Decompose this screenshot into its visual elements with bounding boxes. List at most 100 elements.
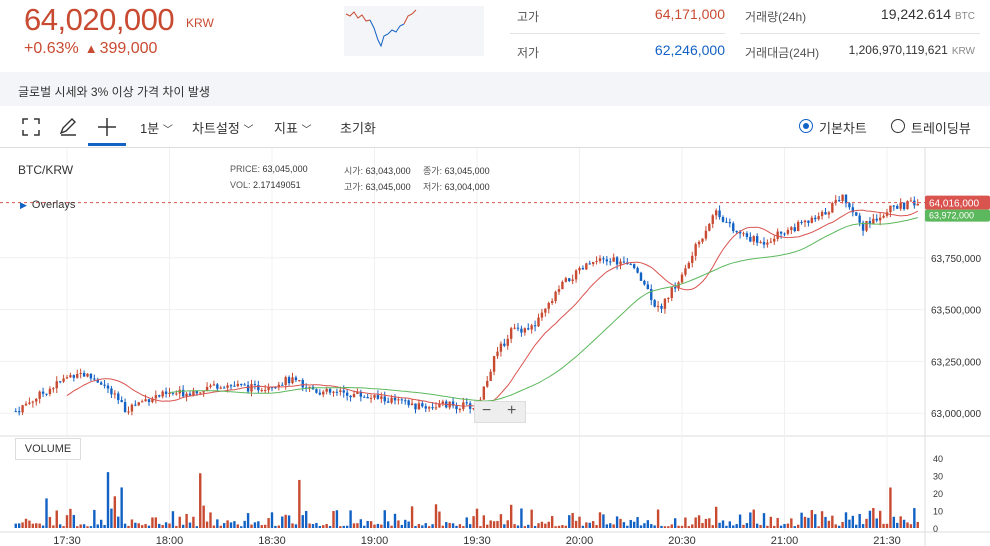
candle-body xyxy=(199,392,202,394)
volume-bar xyxy=(489,520,492,528)
price-gap-notice: 글로벌 시세와 3% 이상 가격 차이 발생 xyxy=(0,72,990,106)
candle-body xyxy=(219,387,222,389)
trading-view-radio[interactable] xyxy=(891,119,905,133)
trading-view-label[interactable]: 트레이딩뷰 xyxy=(911,121,971,136)
candle-body xyxy=(127,411,130,413)
volume-bar xyxy=(486,524,489,528)
candle-body xyxy=(523,328,527,333)
basic-chart-label[interactable]: 기본차트 xyxy=(819,121,867,136)
zoom-in-button[interactable]: + xyxy=(507,402,517,419)
candle-body xyxy=(865,221,868,231)
high-label: 고가 xyxy=(517,10,540,24)
chevron-down-icon: ﹀ xyxy=(243,125,254,136)
candle-body xyxy=(21,405,24,413)
chart-toolbar: 1분 ﹀ 차트설정 ﹀ 지표 ﹀ 초기화 기본차트 트레이딩뷰 xyxy=(0,107,990,148)
volume-bar xyxy=(407,521,410,528)
candle-body xyxy=(513,327,516,329)
candle-body xyxy=(277,384,281,388)
interval-select[interactable]: 1분 ﹀ xyxy=(140,118,173,137)
overlays-toggle[interactable]: ▶ Overlays xyxy=(20,199,75,211)
candle-body xyxy=(192,390,195,396)
candle-body xyxy=(35,398,38,402)
volume-bar xyxy=(745,523,749,528)
volume-bar xyxy=(304,510,308,528)
volume-tick-label: 10 xyxy=(933,507,943,517)
volume-bar xyxy=(725,525,728,528)
candle-body xyxy=(803,220,807,223)
basic-chart-radio[interactable] xyxy=(799,119,813,133)
change-amount: 399,000 xyxy=(99,40,158,57)
reset-button[interactable]: 초기화 xyxy=(340,121,376,136)
amount-unit: KRW xyxy=(951,46,975,57)
candle-body xyxy=(209,385,212,387)
volume-bar xyxy=(455,525,458,528)
x-tick-label: 18:30 xyxy=(258,535,286,546)
candle-body xyxy=(704,230,708,239)
volume-bar xyxy=(656,509,660,528)
candle-body xyxy=(263,389,267,391)
candle-body xyxy=(735,231,738,233)
volume-bar xyxy=(841,521,844,528)
candle-body xyxy=(373,394,376,398)
candle-body xyxy=(773,238,776,242)
volume-bar xyxy=(479,526,482,528)
candle-body xyxy=(721,217,725,222)
candle-body xyxy=(236,383,240,387)
candle-body xyxy=(410,403,414,406)
volume-bar xyxy=(660,525,663,528)
volume-tick-label: 30 xyxy=(933,472,943,482)
candle-body xyxy=(745,233,749,237)
candle-body xyxy=(103,384,106,386)
candle-body xyxy=(701,238,704,242)
candle-body xyxy=(509,328,513,339)
zoom-out-button[interactable]: − xyxy=(482,402,492,419)
volume-bar xyxy=(151,517,154,528)
candle-body xyxy=(585,263,588,270)
volume-bar xyxy=(31,523,35,528)
volume-bar xyxy=(667,526,670,528)
candle-body xyxy=(656,305,660,307)
volume-bar xyxy=(766,525,769,528)
volume-bar xyxy=(906,522,909,528)
candle-body xyxy=(69,375,72,378)
volume-bar xyxy=(636,517,639,528)
candle-body xyxy=(622,261,626,263)
candle-body xyxy=(222,387,226,389)
candle-body xyxy=(267,387,270,390)
volume-bar xyxy=(277,525,281,528)
chevron-down-icon: ﹀ xyxy=(301,125,312,136)
volume-bar xyxy=(144,524,147,528)
volume-bar xyxy=(69,508,72,528)
fullscreen-icon[interactable] xyxy=(20,116,42,138)
candle-body xyxy=(318,392,322,395)
change-percent: +0.63% xyxy=(24,40,79,57)
volume-bar xyxy=(99,519,103,528)
volume-bar xyxy=(827,520,831,528)
chart-settings-menu[interactable]: 차트설정 ﹀ xyxy=(192,118,253,137)
crosshair-icon[interactable] xyxy=(96,116,118,138)
candle-body xyxy=(738,231,742,234)
volume-bar xyxy=(629,519,632,528)
volume-bar xyxy=(769,516,773,528)
pair-label: BTC/KRW xyxy=(18,163,74,177)
candle-body xyxy=(130,404,134,412)
volume-bar xyxy=(595,525,598,528)
candle-body xyxy=(308,386,311,388)
volume-bar xyxy=(609,523,612,528)
volume-bar xyxy=(349,510,352,528)
pencil-icon[interactable] xyxy=(57,116,79,138)
candle-body xyxy=(195,390,199,394)
volume-bar xyxy=(397,520,400,528)
volume-bar xyxy=(523,526,527,528)
volume-24h: 19,242.614 BTC xyxy=(820,6,975,22)
candle-body xyxy=(181,389,185,397)
volume-bar xyxy=(291,523,294,528)
candle-body xyxy=(212,384,216,386)
candle-body xyxy=(786,230,790,234)
indicators-menu[interactable]: 지표 ﹀ xyxy=(274,118,312,137)
notice-text: 글로벌 시세와 3% 이상 가격 차이 발생 xyxy=(18,85,210,99)
candle-body xyxy=(889,205,892,213)
chevron-down-icon: ﹀ xyxy=(162,125,173,136)
volume-bar xyxy=(578,516,581,528)
candlestick-chart[interactable]: 17:30 18:00 18:30 19:00 19:30 20:00 20:30 21:00… xyxy=(0,148,990,546)
